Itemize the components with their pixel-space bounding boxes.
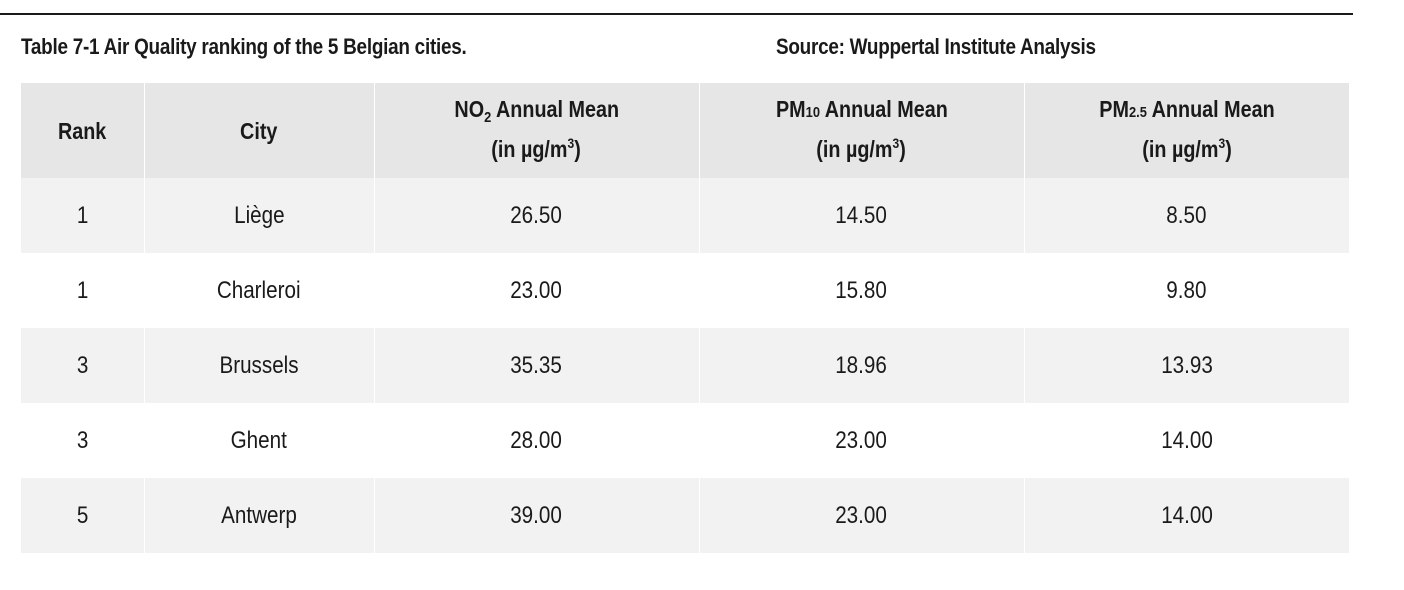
table-body: 1 Liège 26.50 14.50 8.50 1 Charleroi 23.… <box>21 178 1349 553</box>
cell-pm10: 15.80 <box>699 253 1025 328</box>
header-no2-suffix: Annual Mean <box>490 96 619 122</box>
cell-pm10: 14.50 <box>699 178 1025 253</box>
table-row: 3 Ghent 28.00 23.00 14.00 <box>21 403 1349 478</box>
header-city: City <box>144 83 375 178</box>
unit-superscript: 3 <box>892 135 900 151</box>
cell-pm10-value: 23.00 <box>835 501 888 529</box>
cell-rank-value: 3 <box>76 351 88 379</box>
cell-no2-value: 23.00 <box>510 276 563 304</box>
cell-pm25-value: 14.00 <box>1160 426 1213 454</box>
unit-suffix: ) <box>1224 136 1232 162</box>
cell-rank-value: 5 <box>76 501 88 529</box>
cell-no2-value: 28.00 <box>510 426 563 454</box>
cell-rank: 5 <box>21 478 145 553</box>
table-caption: Table 7-1 Air Quality ranking of the 5 B… <box>21 34 467 59</box>
cell-city-value: Ghent <box>230 426 288 454</box>
cell-no2-value: 26.50 <box>510 201 563 229</box>
cell-rank: 1 <box>21 253 145 328</box>
header-pm25: PM2.5 Annual Mean (in µg/m3) <box>1024 83 1349 178</box>
cell-rank-value: 1 <box>76 201 88 229</box>
cell-rank: 1 <box>21 178 145 253</box>
cell-pm10: 18.96 <box>699 328 1025 403</box>
header-no2: NO2 Annual Mean (in µg/m3) <box>374 83 700 178</box>
unit-suffix: ) <box>899 136 907 162</box>
unit-prefix: (in µg/m <box>816 136 893 162</box>
unit-superscript: 3 <box>1218 135 1225 151</box>
table-row: 5 Antwerp 39.00 23.00 14.00 <box>21 478 1349 553</box>
cell-pm25-value: 14.00 <box>1160 501 1213 529</box>
table-row: 3 Brussels 35.35 18.96 13.93 <box>21 328 1349 403</box>
cell-rank-value: 3 <box>76 426 88 454</box>
cell-city-value: Charleroi <box>217 276 301 304</box>
cell-pm25: 9.80 <box>1024 253 1349 328</box>
table-row: 1 Charleroi 23.00 15.80 9.80 <box>21 253 1349 328</box>
cell-pm25-value: 9.80 <box>1166 276 1207 304</box>
cell-rank-value: 1 <box>76 276 88 304</box>
header-no2-unit: (in µg/m3) <box>492 131 582 170</box>
header-pm10-subscript: 10 <box>805 104 820 121</box>
top-rule <box>0 13 1353 15</box>
unit-superscript: 3 <box>567 135 575 151</box>
cell-city: Ghent <box>144 403 375 478</box>
unit-suffix: ) <box>574 136 582 162</box>
header-city-label: City <box>240 117 278 144</box>
cell-pm10: 23.00 <box>699 478 1025 553</box>
cell-pm10-value: 23.00 <box>835 426 888 454</box>
cell-pm25: 8.50 <box>1024 178 1349 253</box>
header-no2-label: NO2 Annual Mean <box>454 91 619 131</box>
cell-no2-value: 39.00 <box>510 501 563 529</box>
header-pm25-suffix: Annual Mean <box>1146 96 1275 122</box>
air-quality-table: Rank City NO2 Annual Mean (in µg/m3) PM1… <box>21 83 1349 553</box>
cell-pm10-value: 15.80 <box>835 276 888 304</box>
cell-city-value: Brussels <box>219 351 299 379</box>
header-pm25-prefix: PM <box>1099 96 1129 122</box>
cell-pm10-value: 14.50 <box>835 201 888 229</box>
cell-no2: 39.00 <box>374 478 700 553</box>
cell-city: Charleroi <box>144 253 375 328</box>
cell-city: Brussels <box>144 328 375 403</box>
cell-pm25-value: 13.93 <box>1160 351 1213 379</box>
table-header: Rank City NO2 Annual Mean (in µg/m3) PM1… <box>21 83 1349 178</box>
cell-city-value: Antwerp <box>221 501 297 529</box>
unit-prefix: (in µg/m <box>1141 136 1219 162</box>
cell-pm25: 14.00 <box>1024 403 1349 478</box>
header-pm25-subscript: 2.5 <box>1128 104 1147 121</box>
cell-no2: 28.00 <box>374 403 700 478</box>
cell-pm10: 23.00 <box>699 403 1025 478</box>
header-rank-label: Rank <box>58 117 107 144</box>
header-pm25-unit: (in µg/m3) <box>1142 131 1232 170</box>
table-source: Source: Wuppertal Institute Analysis <box>776 34 1096 59</box>
header-pm10-label: PM10 Annual Mean <box>776 91 948 131</box>
cell-rank: 3 <box>21 403 145 478</box>
header-no2-prefix: NO <box>454 96 484 122</box>
header-pm10: PM10 Annual Mean (in µg/m3) <box>699 83 1025 178</box>
cell-rank: 3 <box>21 328 145 403</box>
table-row: 1 Liège 26.50 14.50 8.50 <box>21 178 1349 253</box>
cell-no2-value: 35.35 <box>510 351 563 379</box>
header-rank: Rank <box>21 83 145 178</box>
cell-no2: 35.35 <box>374 328 700 403</box>
header-row: Rank City NO2 Annual Mean (in µg/m3) PM1… <box>21 83 1349 178</box>
cell-pm25: 14.00 <box>1024 478 1349 553</box>
cell-city: Antwerp <box>144 478 375 553</box>
cell-no2: 26.50 <box>374 178 700 253</box>
unit-prefix: (in µg/m <box>491 136 568 162</box>
header-pm10-suffix: Annual Mean <box>819 96 948 122</box>
cell-no2: 23.00 <box>374 253 700 328</box>
header-pm10-prefix: PM <box>775 96 806 122</box>
cell-pm10-value: 18.96 <box>835 351 888 379</box>
header-pm25-label: PM2.5 Annual Mean <box>1099 91 1274 131</box>
header-pm10-unit: (in µg/m3) <box>817 131 907 170</box>
cell-city-value: Liège <box>233 201 285 229</box>
cell-city: Liège <box>144 178 375 253</box>
cell-pm25-value: 8.50 <box>1166 201 1207 229</box>
cell-pm25: 13.93 <box>1024 328 1349 403</box>
header-no2-subscript: 2 <box>483 109 491 126</box>
